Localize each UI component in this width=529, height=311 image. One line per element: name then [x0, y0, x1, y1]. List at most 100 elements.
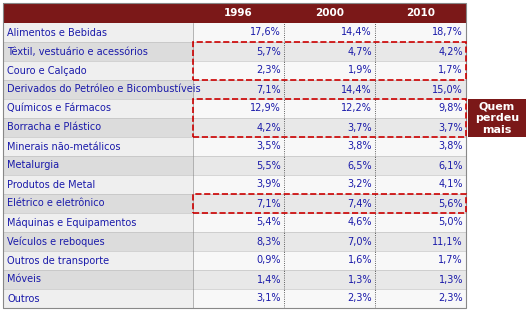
Text: 5,5%: 5,5% [256, 160, 281, 170]
Bar [193, 194, 466, 213]
Text: 3,8%: 3,8% [348, 142, 372, 151]
Text: 12,9%: 12,9% [250, 104, 281, 114]
Text: 17,6%: 17,6% [250, 27, 281, 38]
Text: 2000: 2000 [315, 8, 344, 18]
Bar [3, 3, 466, 308]
Text: Minerais não-metálicos: Minerais não-metálicos [7, 142, 121, 151]
Text: 14,4%: 14,4% [341, 85, 372, 95]
Text: Couro e Calçado: Couro e Calçado [7, 66, 87, 76]
Text: 1,9%: 1,9% [348, 66, 372, 76]
Text: Alimentos e Bebidas: Alimentos e Bebidas [7, 27, 107, 38]
Bar [3, 289, 193, 308]
Text: 1,7%: 1,7% [439, 66, 463, 76]
Text: 4,2%: 4,2% [257, 123, 281, 132]
Bar [3, 156, 193, 175]
Text: 2010: 2010 [406, 8, 435, 18]
Bar [3, 42, 193, 61]
Bar [193, 251, 466, 270]
Text: 15,0%: 15,0% [432, 85, 463, 95]
Text: 2,3%: 2,3% [439, 294, 463, 304]
Bar [193, 137, 466, 156]
Text: Derivados do Petróleo e Bicombustíveis: Derivados do Petróleo e Bicombustíveis [7, 85, 200, 95]
Text: Quem
perdeu
mais: Quem perdeu mais [475, 101, 519, 135]
Bar [193, 42, 466, 80]
Text: 7,1%: 7,1% [257, 198, 281, 208]
Bar [3, 213, 193, 232]
Bar [193, 99, 466, 137]
Text: 4,2%: 4,2% [439, 47, 463, 57]
Text: 1,3%: 1,3% [348, 275, 372, 285]
Text: 5,0%: 5,0% [439, 217, 463, 228]
Bar [193, 42, 466, 61]
Bar [3, 137, 193, 156]
Text: 8,3%: 8,3% [257, 236, 281, 247]
Bar [3, 194, 193, 213]
Bar [193, 61, 466, 80]
Text: 3,8%: 3,8% [439, 142, 463, 151]
Text: 0,9%: 0,9% [257, 256, 281, 266]
Bar [193, 213, 466, 232]
Bar [3, 251, 193, 270]
Bar [193, 194, 466, 213]
Bar [193, 23, 466, 42]
Bar [193, 118, 466, 137]
Bar [468, 99, 526, 137]
Text: 1,3%: 1,3% [439, 275, 463, 285]
Text: Químicos e Fármacos: Químicos e Fármacos [7, 104, 111, 114]
Text: 3,7%: 3,7% [439, 123, 463, 132]
Text: Borracha e Plástico: Borracha e Plástico [7, 123, 101, 132]
Text: 6,1%: 6,1% [439, 160, 463, 170]
Text: 14,4%: 14,4% [341, 27, 372, 38]
Text: Têxtil, vestuário e acessórios: Têxtil, vestuário e acessórios [7, 47, 148, 57]
Text: 4,7%: 4,7% [348, 47, 372, 57]
Text: 6,5%: 6,5% [348, 160, 372, 170]
Text: 5,6%: 5,6% [439, 198, 463, 208]
Bar [193, 99, 466, 118]
Text: 12,2%: 12,2% [341, 104, 372, 114]
Text: 3,7%: 3,7% [348, 123, 372, 132]
Text: 1,6%: 1,6% [348, 256, 372, 266]
Text: Produtos de Metal: Produtos de Metal [7, 179, 95, 189]
Text: 11,1%: 11,1% [432, 236, 463, 247]
Bar [193, 80, 466, 99]
Bar [193, 156, 466, 175]
Text: Elétrico e eletrônico: Elétrico e eletrônico [7, 198, 105, 208]
Text: 3,1%: 3,1% [257, 294, 281, 304]
Text: 5,7%: 5,7% [256, 47, 281, 57]
Bar [3, 118, 193, 137]
Text: Outros: Outros [7, 294, 40, 304]
Text: Veículos e reboques: Veículos e reboques [7, 236, 105, 247]
Text: 1996: 1996 [224, 8, 253, 18]
Bar [3, 175, 193, 194]
Bar [3, 61, 193, 80]
Text: Móveis: Móveis [7, 275, 41, 285]
Text: 18,7%: 18,7% [432, 27, 463, 38]
Text: 1,7%: 1,7% [439, 256, 463, 266]
Text: 2,3%: 2,3% [348, 294, 372, 304]
Text: Máquinas e Equipamentos: Máquinas e Equipamentos [7, 217, 136, 228]
Text: 4,1%: 4,1% [439, 179, 463, 189]
Text: 9,8%: 9,8% [439, 104, 463, 114]
Bar [3, 23, 193, 42]
Bar [3, 99, 193, 118]
Bar [3, 3, 466, 23]
Text: 3,2%: 3,2% [348, 179, 372, 189]
Text: 2,3%: 2,3% [257, 66, 281, 76]
Text: 7,0%: 7,0% [348, 236, 372, 247]
Bar [193, 270, 466, 289]
Text: 4,6%: 4,6% [348, 217, 372, 228]
Text: 7,1%: 7,1% [257, 85, 281, 95]
Text: 3,5%: 3,5% [257, 142, 281, 151]
Text: Outros de transporte: Outros de transporte [7, 256, 109, 266]
Text: 1,4%: 1,4% [257, 275, 281, 285]
Bar [3, 232, 193, 251]
Text: 5,4%: 5,4% [257, 217, 281, 228]
Bar [193, 175, 466, 194]
Bar [3, 80, 193, 99]
Text: 3,9%: 3,9% [257, 179, 281, 189]
Bar [3, 270, 193, 289]
Text: Metalurgia: Metalurgia [7, 160, 59, 170]
Text: 7,4%: 7,4% [348, 198, 372, 208]
Bar [193, 289, 466, 308]
Bar [193, 232, 466, 251]
